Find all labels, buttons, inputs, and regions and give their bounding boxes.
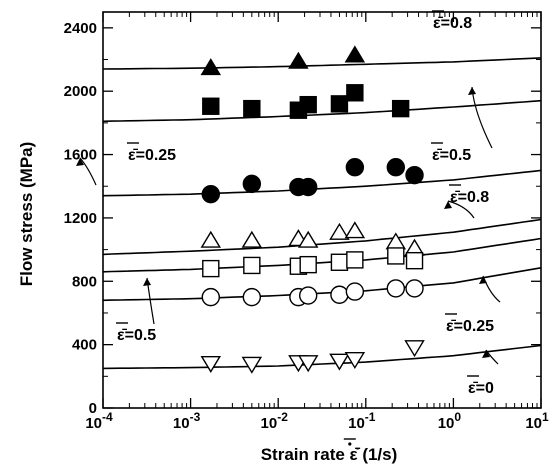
data-marker <box>299 95 317 114</box>
data-marker <box>330 95 349 113</box>
annotation-label: ε̄=0.25 <box>446 318 494 335</box>
annotation-arrow <box>447 200 475 219</box>
annotation-arrow <box>79 157 97 186</box>
annotation-arrow <box>471 86 493 149</box>
x-tick-label: 10-3 <box>173 410 201 432</box>
data-marker <box>405 279 424 298</box>
annotation-arrows <box>76 86 501 365</box>
data-marker <box>345 158 365 177</box>
data-marker <box>404 340 425 358</box>
data-marker <box>330 285 349 304</box>
annotation-label: ε̄=0.25 <box>128 147 176 164</box>
x-tick-label: 100 <box>438 410 462 432</box>
x-axis-rate-dot <box>348 442 352 446</box>
arrow-head <box>482 350 490 358</box>
arrow-head <box>76 158 84 166</box>
data-marker <box>202 97 220 115</box>
data-marker <box>344 351 366 370</box>
data-marker <box>298 286 318 305</box>
data-marker <box>386 279 405 298</box>
arrow-head <box>444 201 452 209</box>
data-marker <box>405 165 424 185</box>
annotation-label: ε̄=0.8 <box>433 15 472 32</box>
x-tick-label: 101 <box>525 410 549 432</box>
annotation-label: ε̄=0 <box>468 380 494 397</box>
data-marker <box>299 255 317 274</box>
data-marker <box>346 84 364 102</box>
annotation-arrow <box>485 349 499 365</box>
data-marker <box>243 256 261 275</box>
fit-curve <box>102 169 542 197</box>
y-axis-title: Flow stress (MPa) <box>17 142 36 287</box>
y-tick-label: 1600 <box>64 147 97 164</box>
fit-curve <box>102 237 542 273</box>
fit-curve <box>102 267 542 302</box>
data-marker <box>241 356 263 374</box>
data-marker <box>405 251 424 270</box>
data-marker <box>344 221 366 239</box>
annotation-label: ε̄=0.5 <box>432 147 471 164</box>
x-tick-label: 10-4 <box>85 410 113 432</box>
data-marker <box>200 58 222 76</box>
annotation-arrow <box>482 275 501 303</box>
annotation-label: ε̄=0.8 <box>450 189 489 206</box>
annotation-label: ε̄=0.5 <box>117 327 156 344</box>
data-marker <box>200 355 222 374</box>
data-marker <box>242 174 262 194</box>
data-marker <box>297 355 319 373</box>
data-marker <box>345 282 365 301</box>
data-marker <box>330 253 349 271</box>
data-marker <box>344 45 366 63</box>
annotations: ε̄=0.8 ε̄=0.25 ε̄=0.5 ε̄=0.8 ε̄=0.5 ε̄=0.25 ε̄… <box>116 10 494 397</box>
data-marker <box>346 251 364 269</box>
data-marker <box>241 230 263 248</box>
fit-curve <box>102 344 542 370</box>
data-marker <box>243 99 261 118</box>
data-marker <box>386 158 405 177</box>
y-tick-label: 2000 <box>64 83 97 100</box>
y-ticks: 0 400 800 1200 1600 2000 2400 <box>64 20 541 417</box>
arrow-head <box>479 276 487 284</box>
x-tick-label: 10-2 <box>261 410 289 432</box>
data-marker <box>385 232 407 250</box>
fit-curve <box>102 218 542 256</box>
data-marker <box>201 184 220 204</box>
arrow-head <box>468 87 476 95</box>
data-marker <box>329 222 350 240</box>
data-markers <box>200 45 425 374</box>
data-marker <box>288 51 309 69</box>
y-tick-label: 2400 <box>64 20 97 37</box>
fit-curve <box>102 99 542 123</box>
y-tick-label: 400 <box>72 337 97 354</box>
fit-curve <box>102 57 542 70</box>
data-marker <box>242 287 262 307</box>
data-marker <box>200 230 222 248</box>
arrow-head <box>143 278 151 286</box>
data-marker <box>387 247 405 265</box>
x-axis-title: Strain rate ε̄̇ (1/s) <box>261 445 398 464</box>
plot-frame <box>102 11 542 409</box>
data-marker <box>201 287 220 307</box>
data-marker <box>297 230 319 248</box>
axes <box>102 11 542 446</box>
y-tick-label: 1200 <box>64 210 97 227</box>
data-marker <box>391 99 410 118</box>
fit-curves <box>102 57 542 370</box>
x-ticks: 10-4 10-3 10-2 10-1 100 101 <box>85 12 549 432</box>
x-tick-label: 10-1 <box>348 410 376 432</box>
data-marker <box>329 353 350 371</box>
y-tick-label: 0 <box>89 400 97 417</box>
data-marker <box>202 259 220 278</box>
y-tick-label: 800 <box>72 273 97 290</box>
data-marker <box>298 177 318 197</box>
